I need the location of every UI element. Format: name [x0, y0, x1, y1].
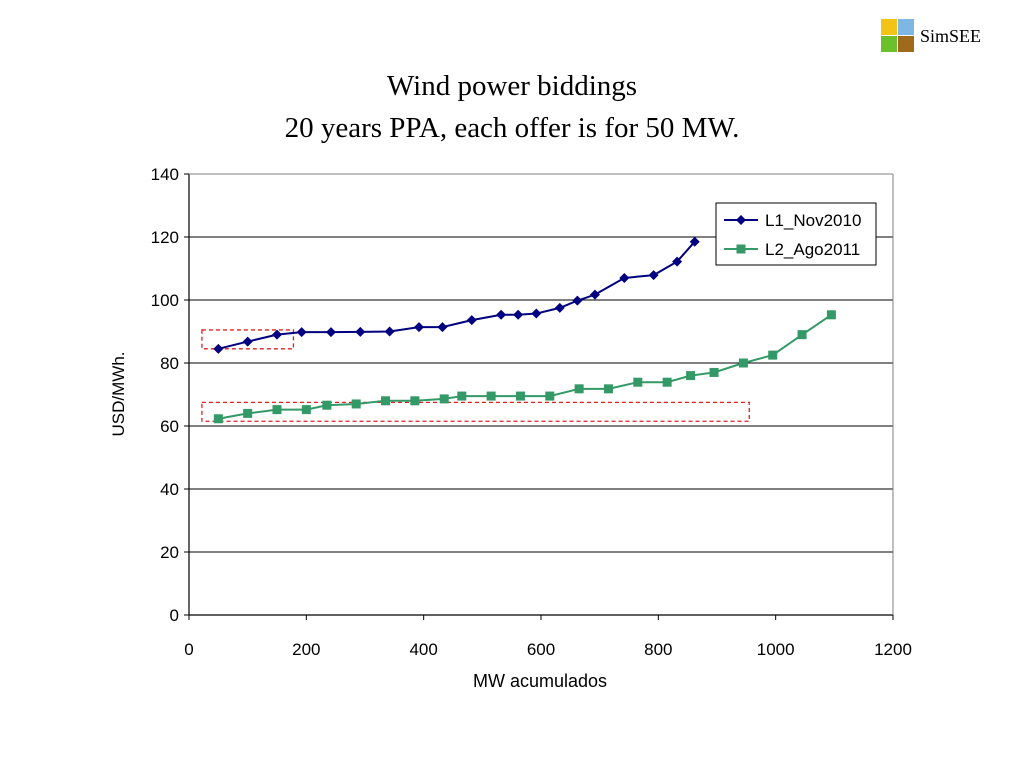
data-point-marker: [410, 396, 420, 406]
data-point-marker: [486, 391, 496, 401]
data-point-marker: [738, 358, 748, 368]
data-point-marker: [633, 377, 643, 387]
data-point-marker: [826, 310, 836, 320]
x-tick-label: 600: [527, 640, 555, 659]
data-point-marker: [272, 405, 282, 415]
chart-title-line-2: 20 years PPA, each offer is for 50 MW.: [284, 112, 740, 144]
data-point-marker: [413, 322, 424, 333]
data-point-marker: [589, 289, 600, 300]
x-tick-label: 400: [409, 640, 437, 659]
legend: L1_Nov2010 L2_Ago2011: [715, 202, 877, 266]
data-point-marker: [384, 326, 395, 337]
data-point-marker: [768, 350, 778, 360]
logo-square-green: [881, 36, 897, 52]
data-point-marker: [709, 367, 719, 377]
data-point-marker: [574, 384, 584, 394]
data-point-marker: [531, 308, 542, 319]
data-point-marker: [513, 309, 524, 320]
data-point-marker: [496, 309, 507, 320]
data-point-marker: [213, 414, 223, 424]
x-tick-label: 1000: [757, 640, 795, 659]
highlight-boxes: [201, 329, 750, 422]
x-axis-label: MW acumulados: [473, 671, 607, 691]
data-point-marker: [301, 405, 311, 415]
simsee-logo-icon: [881, 19, 914, 52]
data-point-marker: [572, 295, 583, 306]
data-point-marker: [672, 256, 683, 267]
data-point-marker: [437, 322, 448, 333]
legend-box: [715, 202, 877, 266]
x-tick-label: 800: [644, 640, 672, 659]
data-point-marker: [355, 326, 366, 337]
chart-title-line-1: Wind power biddings: [386, 70, 638, 102]
legend-entry-label: L1_Nov2010: [765, 211, 861, 230]
y-tick-label: 60: [160, 417, 179, 436]
data-point-marker: [457, 391, 467, 401]
series-l2-ago2011: [213, 310, 836, 424]
y-tick-label: 20: [160, 543, 179, 562]
data-point-marker: [439, 394, 449, 404]
data-point-marker: [213, 343, 224, 354]
data-point-marker: [243, 408, 253, 418]
logo-text: SimSEE: [920, 26, 982, 46]
data-point-marker: [381, 396, 391, 406]
data-point-marker: [662, 377, 672, 387]
x-tick-label: 0: [184, 640, 193, 659]
logo-square-yellow: [881, 19, 897, 35]
data-point-marker: [689, 236, 700, 247]
data-point-marker: [686, 371, 696, 381]
logo-square-blue: [898, 19, 914, 35]
x-tick-label: 200: [292, 640, 320, 659]
y-axis-label: USD/MWh.: [109, 352, 128, 437]
data-point-marker: [322, 400, 332, 410]
data-point-marker: [515, 391, 525, 401]
data-point-marker: [619, 272, 630, 283]
y-tick-label: 80: [160, 354, 179, 373]
data-point-marker: [466, 315, 477, 326]
data-point-marker: [736, 244, 746, 254]
series-layer: [213, 236, 836, 424]
x-tick-label: 1200: [874, 640, 912, 659]
data-point-marker: [325, 327, 336, 338]
legend-entry-label: L2_Ago2011: [765, 240, 860, 259]
data-point-marker: [351, 399, 361, 409]
data-point-marker: [545, 391, 555, 401]
data-point-marker: [603, 384, 613, 394]
highlight-box: [201, 401, 750, 422]
y-tick-label: 140: [151, 165, 179, 184]
logo-square-brown: [898, 36, 914, 52]
data-point-marker: [736, 215, 746, 225]
data-point-marker: [272, 329, 282, 340]
highlight-box: [201, 329, 295, 350]
y-tick-label: 100: [151, 291, 179, 310]
series-line: [218, 241, 696, 350]
y-tick-label: 0: [170, 606, 179, 625]
axes: 0 20 40 60 80 100 120 140 0 200 400 600 800 1000 1200: [151, 165, 912, 659]
data-point-marker: [296, 327, 307, 338]
data-point-marker: [797, 330, 807, 340]
y-tick-label: 40: [160, 480, 179, 499]
data-point-marker: [554, 302, 565, 313]
data-point-marker: [648, 270, 659, 281]
y-tick-label: 120: [151, 228, 179, 247]
data-point-marker: [242, 336, 253, 347]
series-l1-nov2010: [213, 236, 700, 354]
